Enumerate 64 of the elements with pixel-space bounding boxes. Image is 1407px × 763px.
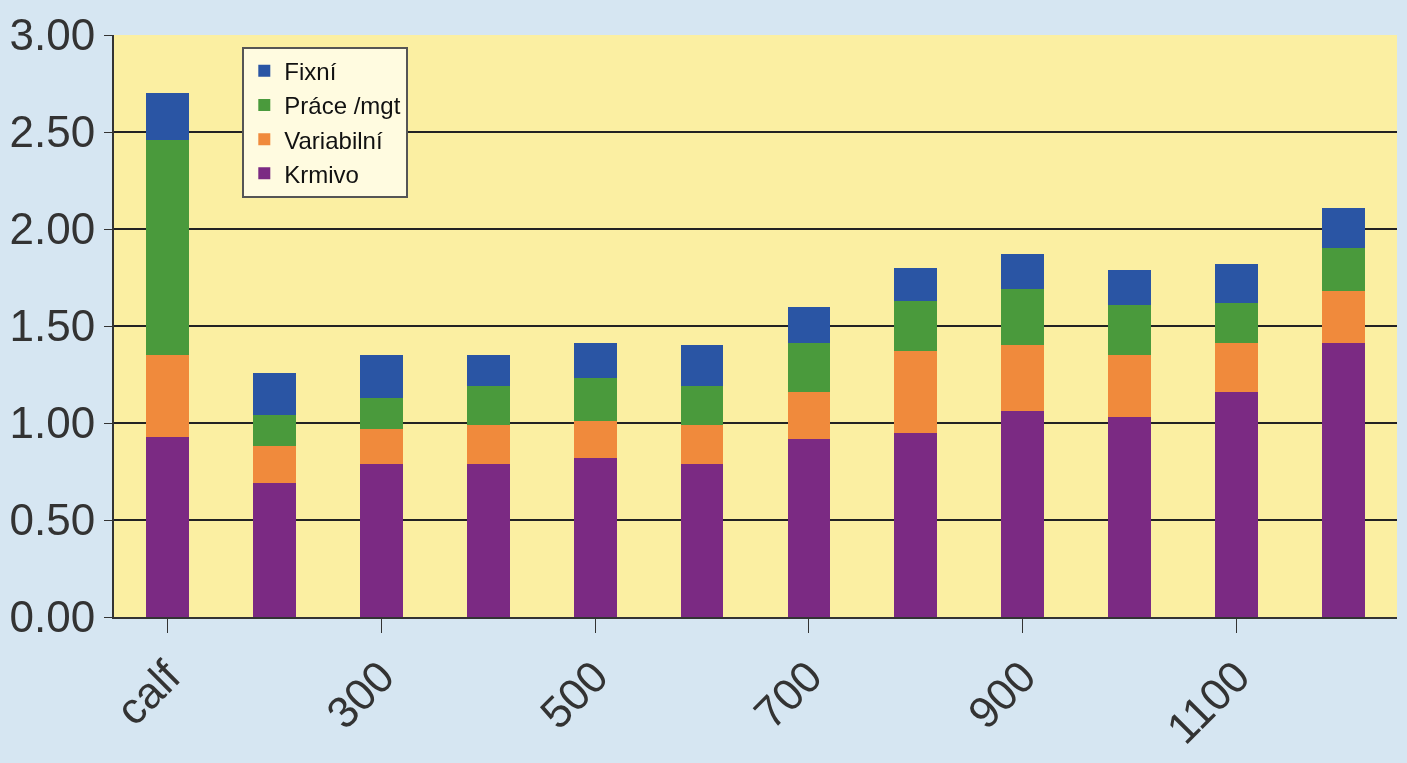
x-tick-label: 500 [530, 651, 618, 738]
bar [894, 267, 938, 301]
y-tick-label: 1.00 [9, 398, 96, 448]
bar [787, 438, 831, 617]
bar [146, 139, 189, 356]
bar [146, 355, 189, 437]
bar [359, 397, 403, 429]
x-tick-label: calf [106, 650, 190, 735]
bar [1001, 254, 1045, 290]
bar [573, 378, 617, 422]
legend-label: Variabilní [284, 126, 383, 154]
bar [1001, 289, 1045, 346]
bar [466, 386, 510, 425]
bar [1322, 207, 1365, 249]
bar [1215, 391, 1259, 617]
x-tick-label: 900 [958, 651, 1045, 738]
bar [1108, 269, 1152, 305]
bar [1108, 304, 1152, 356]
y-tick-label: 0.00 [9, 592, 96, 642]
y-tick-label: 2.00 [9, 204, 96, 254]
bar [573, 421, 617, 458]
bar [252, 446, 296, 484]
bar [359, 355, 403, 398]
bar [680, 463, 724, 617]
bar [1215, 263, 1259, 303]
legend-label: Fixní [284, 58, 337, 86]
bar [573, 457, 617, 617]
bar [1322, 291, 1365, 344]
y-tick-label: 2.50 [9, 107, 96, 157]
y-tick-label: 0.50 [9, 495, 96, 545]
bar [466, 355, 510, 387]
bar [252, 415, 296, 447]
bar [680, 345, 724, 387]
y-tick-label: 1.50 [9, 301, 96, 351]
bar [1322, 248, 1365, 292]
bar [573, 343, 617, 379]
bar [359, 428, 403, 464]
legend-label: Práce /mgt [284, 92, 401, 120]
bar [1215, 302, 1259, 344]
bar [359, 463, 403, 617]
bar [787, 306, 831, 344]
bar [466, 424, 510, 464]
bar [894, 351, 938, 433]
legend-label: Krmivo [284, 160, 359, 188]
bar [894, 300, 938, 352]
bar [1108, 417, 1152, 617]
x-tick-label: 300 [316, 651, 404, 738]
bar [894, 432, 938, 617]
y-tick-label: 3.00 [9, 10, 96, 60]
bar [1215, 343, 1259, 392]
bar [252, 483, 296, 617]
bar [1322, 343, 1365, 617]
bar [146, 93, 189, 140]
bar [787, 343, 831, 392]
bar [787, 391, 831, 439]
bar [1108, 355, 1152, 418]
x-tick-label: 700 [744, 651, 831, 738]
bar [680, 386, 724, 425]
bar [1001, 411, 1045, 617]
bar [466, 463, 510, 617]
bar [146, 436, 189, 617]
bar [1001, 345, 1045, 412]
bar [680, 424, 724, 464]
bar [252, 372, 296, 416]
